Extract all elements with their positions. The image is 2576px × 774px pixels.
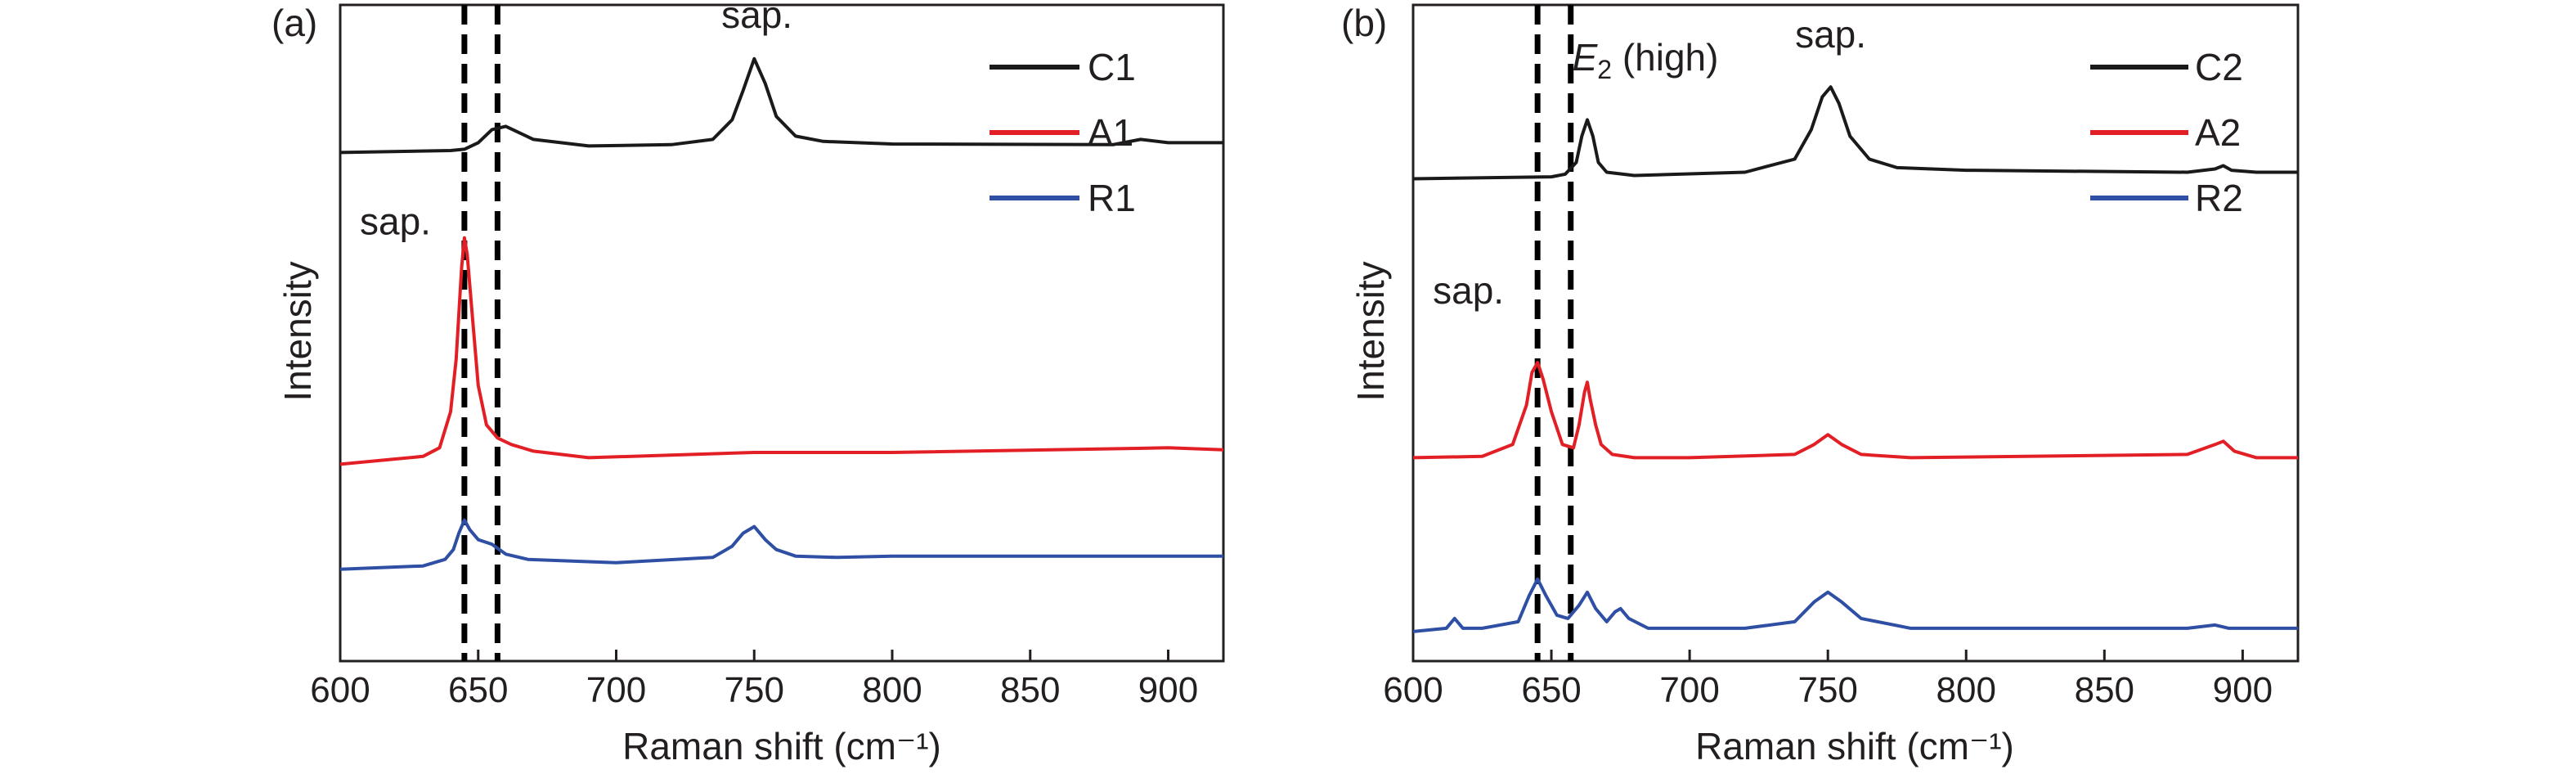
series-line-A2 — [1412, 361, 2298, 460]
panel-b-axes-frame — [1411, 3, 2300, 663]
panel-b-x-tick-label-650: 650 — [1521, 670, 1581, 710]
panel-b-y-axis-label: Intensity — [1349, 261, 1392, 401]
panel-b-x-tick-label-850: 850 — [2075, 670, 2134, 710]
legend-label-R1: R1 — [1088, 177, 1136, 219]
panel-b-annotation-3: E2 (high) — [1573, 36, 1719, 84]
panel-a-series — [339, 56, 1224, 571]
legend-label-R2: R2 — [2195, 177, 2243, 219]
panel-b-x-tick-label-600: 600 — [1383, 670, 1443, 710]
legend-label-A1: A1 — [1088, 111, 1133, 154]
series-line-R2 — [1412, 577, 2298, 633]
panel-b-x-axis-label: Raman shift (cm⁻¹) — [1695, 725, 2014, 767]
series-line-R1 — [339, 518, 1223, 571]
panel-b-x-tick-label-800: 800 — [1936, 670, 1996, 710]
panel-b-x-tick-label-900: 900 — [2213, 670, 2273, 710]
series-line-A1 — [339, 236, 1224, 466]
panel-a-x-axis-label: Raman shift (cm⁻¹) — [622, 725, 941, 767]
legend-label-C1: C1 — [1088, 46, 1136, 88]
legend-label-C2: C2 — [2195, 46, 2243, 88]
series-line-C1 — [339, 56, 1223, 155]
panel-b-annotations: sap. sap. E2 (high) — [1433, 13, 1866, 312]
panel-a-annotations: sap. sap. — [360, 0, 792, 243]
panel-a-legend: C1 A1 R1 — [990, 46, 1136, 219]
panel-a-x-tick-label-750: 750 — [725, 670, 784, 710]
panel-b-x-tick-label-750: 750 — [1797, 670, 1857, 710]
panel-a-x-tick-label-900: 900 — [1138, 670, 1198, 710]
panel-b-x-ticks: 600 650 700 750 800 850 900 — [1383, 650, 2273, 710]
panel-a-x-tick-label-800: 800 — [862, 670, 922, 710]
legend-label-A2: A2 — [2195, 111, 2241, 154]
panel-a-label: (a) — [272, 2, 317, 44]
panel-b-legend: C2 A2 R2 — [2090, 46, 2243, 219]
panel-a-reference-lines — [461, 5, 500, 661]
panel-b-annotation-1: sap. — [1795, 13, 1866, 56]
panel-a-x-tick-label-650: 650 — [448, 670, 508, 710]
panel-a-x-tick-label-600: 600 — [310, 670, 370, 710]
panel-b-x-tick-label-700: 700 — [1659, 670, 1719, 710]
panel-a-annotation-2: sap. — [360, 200, 431, 243]
panel-a-x-ticks: 600 650 700 750 800 850 900 — [310, 650, 1198, 710]
panel-b-annotation-2: sap. — [1433, 269, 1504, 312]
panel-b-series — [1412, 85, 2298, 633]
panel-a-x-tick-label-850: 850 — [1000, 670, 1060, 710]
panel-b-reference-lines — [1534, 5, 1574, 661]
panel-a-x-tick-label-700: 700 — [586, 670, 646, 710]
panel-a-axes-frame — [339, 3, 1225, 663]
panel-a: (a) Intensity Raman shift (cm⁻¹) 600 650 7… — [272, 0, 1225, 767]
series-line-C2 — [1412, 85, 2298, 181]
panel-a-annotation-1: sap. — [721, 0, 792, 36]
panel-b: (b) Intensity Raman shift (cm⁻¹) 600 650 7… — [1341, 2, 2300, 767]
panel-b-label: (b) — [1341, 2, 1387, 44]
panel-a-y-axis-label: Intensity — [276, 261, 319, 401]
